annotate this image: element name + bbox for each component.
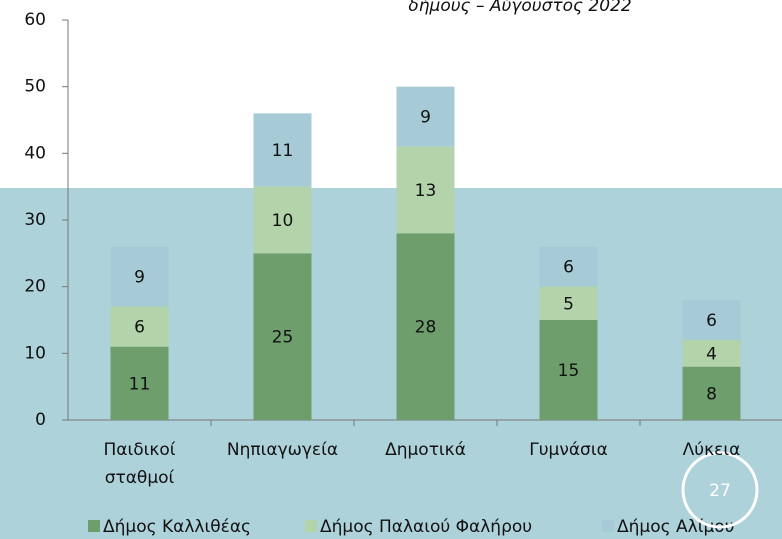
data-label: 5 <box>563 294 574 314</box>
legend-label: Δήμος Καλλιθέας <box>103 517 251 537</box>
x-tick-label: Παιδικοί σταθμοί <box>103 440 176 488</box>
data-label: 25 <box>272 328 294 348</box>
bar-segment <box>539 286 598 320</box>
y-tick-label: 40 <box>24 143 46 163</box>
legend-swatch <box>88 520 100 532</box>
y-tick-label: 60 <box>24 10 46 30</box>
bar-segment <box>539 320 598 420</box>
bar-segment <box>539 246 598 287</box>
bar-segment <box>110 346 169 420</box>
data-label: 9 <box>134 268 145 288</box>
legend-swatch <box>305 520 317 532</box>
data-label: 28 <box>415 318 437 338</box>
bar-segment <box>682 340 741 367</box>
data-label: 6 <box>134 318 145 338</box>
x-tick-label: Νηπιαγωγεία <box>226 440 339 460</box>
data-label: 6 <box>563 258 574 278</box>
bar-segment <box>110 246 169 307</box>
y-tick-label: 20 <box>24 277 46 297</box>
legend-swatch <box>602 520 614 532</box>
slide-number: 27 <box>709 481 731 501</box>
data-label: 11 <box>129 374 151 394</box>
bar-segment <box>396 86 455 147</box>
chart-title: δήμους – Αύγουστος 2022 <box>408 0 631 16</box>
data-label: 15 <box>558 361 580 381</box>
data-label: 4 <box>706 344 717 364</box>
y-tick-label: 0 <box>35 410 46 430</box>
bar-segment <box>253 186 312 254</box>
y-tick-label: 50 <box>24 77 46 97</box>
x-tick-label: Λύκεια <box>682 440 741 460</box>
y-tick-label: 30 <box>24 210 46 230</box>
data-label: 10 <box>272 211 294 231</box>
data-label: 11 <box>272 141 294 161</box>
slide-number-circle <box>681 451 759 529</box>
legend-label: Δήμος Παλαιού Φαλήρου <box>320 517 532 537</box>
data-label: 8 <box>706 384 717 404</box>
bar-segment <box>253 113 312 187</box>
legend-label: Δήμος Αλίμου <box>617 517 735 537</box>
data-label: 13 <box>415 181 437 201</box>
bar-segment <box>682 366 741 420</box>
data-label: 9 <box>420 108 431 128</box>
x-tick-label: Γυμνάσια <box>529 440 608 460</box>
bar-segment <box>396 146 455 234</box>
x-tick-label: Δημοτικά <box>385 440 466 460</box>
y-tick-label: 10 <box>24 343 46 363</box>
bar-segment <box>110 306 169 347</box>
bar-segment <box>253 253 312 420</box>
data-label: 6 <box>706 311 717 331</box>
bar-segment <box>682 300 741 340</box>
bar-segment <box>396 233 455 420</box>
